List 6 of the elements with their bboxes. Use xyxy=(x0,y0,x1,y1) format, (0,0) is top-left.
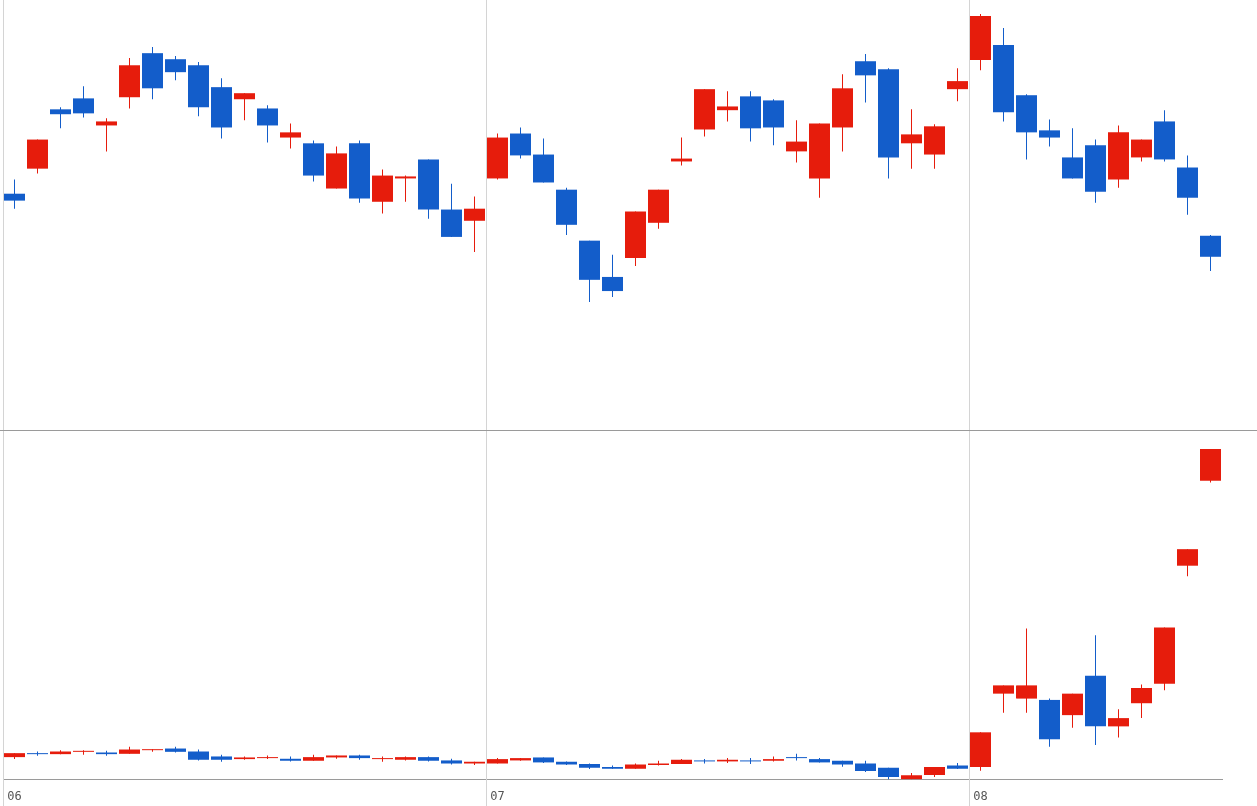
x-tick-label: 07 xyxy=(490,788,505,803)
candlestick xyxy=(372,756,393,762)
candlestick xyxy=(27,751,48,756)
x-tick-label: 06 xyxy=(7,788,22,803)
candlestick xyxy=(395,175,416,202)
x-tick-label: 08 xyxy=(973,788,988,803)
